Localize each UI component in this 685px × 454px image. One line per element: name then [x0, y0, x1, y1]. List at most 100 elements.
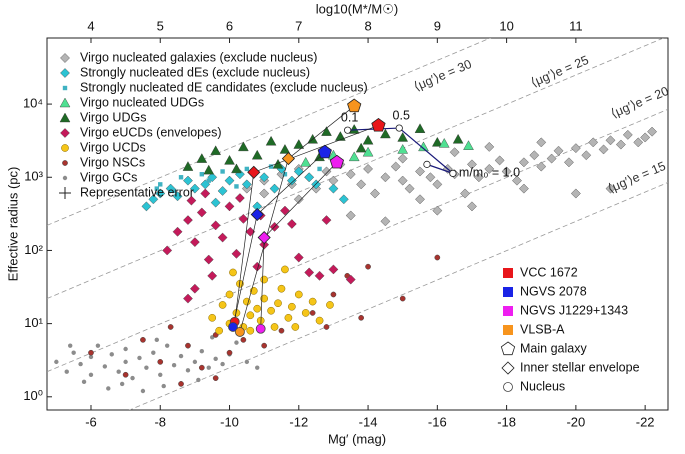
marker-triangle [272, 158, 284, 169]
marker-circle [288, 302, 296, 311]
marker-circle [270, 323, 279, 331]
marker-circle [178, 381, 184, 387]
marker-circle [81, 379, 87, 385]
marker-pentagon [317, 144, 332, 159]
marker-diamond [553, 145, 564, 156]
legend-label: Strongly nucleated dE candidates (exclud… [80, 80, 368, 94]
marker-triangle [438, 138, 450, 148]
y-tick-label: 10¹ [24, 315, 43, 330]
sb-line [47, 38, 492, 226]
marker-diamond [484, 141, 495, 152]
marker-diamond [501, 361, 515, 375]
legend-label: VLSB-A [520, 322, 565, 336]
x2-tick-label: 9 [434, 18, 441, 33]
marker-diamond [633, 137, 644, 148]
x2-tick-label: 11 [569, 18, 583, 33]
marker-circle [274, 299, 282, 308]
marker-circle [220, 361, 225, 367]
marker-circle [61, 144, 69, 152]
sb-label: ⟨μg′⟩e = 30 [412, 57, 474, 94]
marker-circle [144, 365, 149, 370]
marker-diamond [512, 175, 522, 186]
marker-triangle [452, 133, 464, 144]
marker-diamond [425, 172, 436, 183]
legend-swatch [503, 325, 513, 335]
marker-diamond [183, 215, 193, 226]
marker-circle [123, 359, 128, 365]
marker-diamond [321, 166, 332, 177]
marker-diamond [622, 129, 633, 140]
marker-diamond [183, 175, 193, 186]
marker-circle [255, 323, 266, 334]
marker-diamond [234, 193, 245, 203]
marker-circle [167, 324, 174, 330]
marker-circle [109, 352, 114, 357]
marker-diamond [247, 165, 261, 179]
marker-diamond [581, 150, 592, 161]
marker-diamond [404, 183, 415, 194]
x-tick-label: -16 [428, 414, 447, 429]
marker-triangle [362, 134, 374, 145]
marker-circle [255, 365, 260, 370]
marker-diamond [467, 159, 477, 170]
marker-diamond [189, 283, 200, 294]
track-label: m/m₀ = 1.0 [459, 166, 520, 180]
marker-diamond [183, 293, 193, 304]
marker-triangle [418, 141, 429, 152]
marker-triangle [59, 97, 71, 108]
marker-triangle [321, 126, 332, 136]
legend-label: NGVS 2078 [520, 284, 587, 298]
marker-circle [102, 364, 108, 369]
marker-circle [212, 375, 219, 381]
marker-circle [88, 372, 94, 377]
marker-pentagon [329, 154, 345, 169]
marker-diamond [536, 137, 547, 148]
marker-circle [246, 326, 255, 335]
marker-circle [365, 263, 371, 270]
marker-circle [229, 268, 237, 277]
marker-diamond [196, 207, 207, 218]
marker-triangle [293, 139, 305, 149]
marker-diamond [390, 161, 401, 172]
marker-diamond [588, 137, 599, 148]
marker-diamond [647, 126, 658, 137]
marker-circle [88, 349, 94, 356]
marker-diamond [415, 194, 425, 205]
legend-label: Main galaxy [520, 341, 587, 355]
sb-line [128, 182, 668, 410]
marker-diamond [231, 248, 242, 259]
marker-triangle [355, 142, 367, 153]
marker-diamond [217, 232, 228, 243]
marker-diamond [314, 270, 325, 281]
marker-diamond [563, 157, 574, 168]
marker-circle [161, 383, 166, 389]
marker-triangle [397, 144, 409, 154]
marker-circle [198, 364, 205, 371]
marker-pentagon [371, 117, 386, 132]
marker-diamond [494, 155, 505, 166]
marker-circle [309, 310, 316, 316]
marker-circle [234, 340, 239, 345]
legend-label: Virgo eUCDs (envelopes) [80, 125, 222, 139]
sb-label: ⟨μg′⟩e = 15 [606, 159, 668, 196]
y-tick-label: 10² [24, 242, 43, 257]
marker-circle [78, 361, 83, 367]
x-tick-label: -6 [85, 414, 97, 429]
marker-circle [235, 327, 245, 337]
marker-diamond [207, 270, 218, 281]
marker-circle [261, 342, 268, 349]
sb-line [47, 38, 665, 299]
x-tick-label: -18 [497, 414, 516, 429]
marker-diamond [467, 201, 477, 212]
marker-diamond [189, 237, 200, 248]
track-node [449, 169, 457, 177]
marker-diamond [259, 188, 270, 199]
marker-circle [192, 359, 198, 365]
marker-triangle [265, 135, 277, 146]
x-axis-title: Mg′ (mag) [328, 431, 386, 446]
marker-circle [284, 313, 293, 322]
marker-diamond [380, 216, 391, 227]
legend-label: Virgo nucleated UDGs [80, 95, 204, 109]
plot-frame [46, 37, 669, 411]
